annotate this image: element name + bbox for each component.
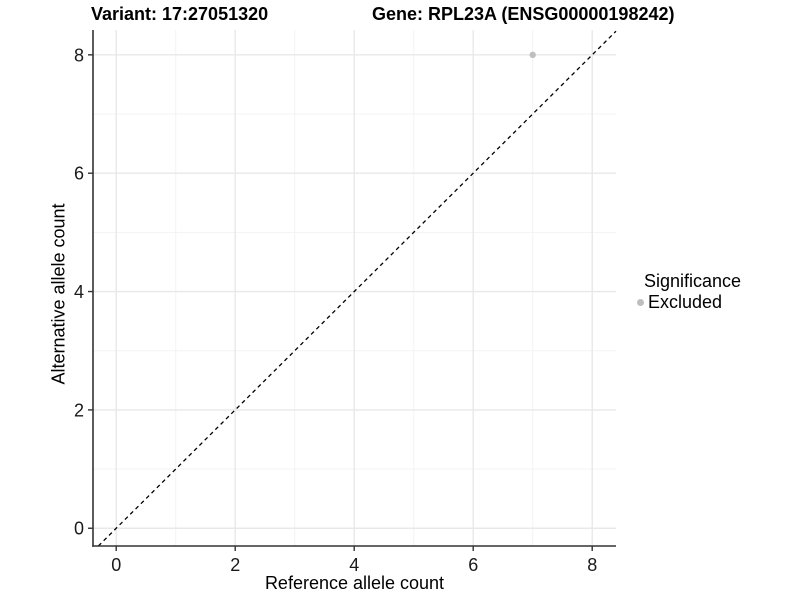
y-tick-label: 0 [74, 519, 84, 539]
x-axis-label: Reference allele count [264, 573, 445, 593]
legend: Significance Excluded [632, 271, 741, 313]
x-tick-label: 2 [230, 555, 240, 575]
x-tick-label: 4 [349, 555, 359, 575]
legend-key [632, 299, 648, 306]
legend-title: Significance [644, 271, 742, 291]
legend-item-excluded: Excluded [632, 292, 741, 313]
plot-title-variant: Variant: 17:27051320 [91, 4, 269, 24]
identity-line [97, 30, 617, 547]
y-tick-label: 8 [74, 45, 84, 65]
y-tick-label: 4 [74, 282, 84, 302]
data-point [529, 51, 536, 59]
y-tick-label: 2 [74, 400, 84, 420]
plot-title-gene: Gene: RPL23A (ENSG00000198242) [372, 4, 675, 24]
x-tick-label: 8 [587, 555, 597, 575]
y-tick-label: 6 [74, 164, 84, 184]
legend-item-label: Excluded [648, 292, 723, 312]
y-axis-label: Alternative allele count [48, 203, 69, 385]
excluded-point-icon [636, 299, 644, 306]
x-tick-label: 6 [468, 555, 478, 575]
x-tick-label: 0 [111, 555, 121, 575]
